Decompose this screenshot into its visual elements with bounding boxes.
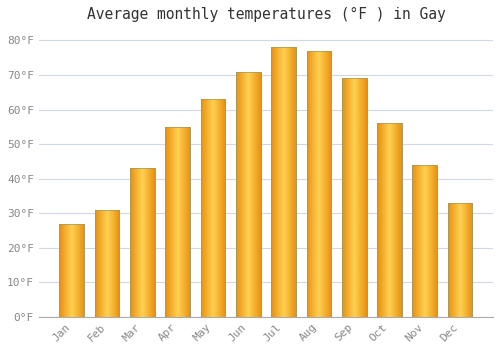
Bar <box>200 99 226 317</box>
Bar <box>412 165 437 317</box>
Bar <box>412 165 437 317</box>
Bar <box>94 210 120 317</box>
Bar <box>377 123 402 317</box>
Bar <box>166 127 190 317</box>
Bar <box>448 203 472 317</box>
Bar <box>60 224 84 317</box>
Bar <box>166 127 190 317</box>
Bar <box>306 51 331 317</box>
Bar <box>236 71 260 317</box>
Bar <box>200 99 226 317</box>
Title: Average monthly temperatures (°F ) in Gay: Average monthly temperatures (°F ) in Ga… <box>86 7 446 22</box>
Bar <box>130 168 155 317</box>
Bar <box>94 210 120 317</box>
Bar <box>271 47 296 317</box>
Bar <box>448 203 472 317</box>
Bar <box>377 123 402 317</box>
Bar <box>60 224 84 317</box>
Bar <box>271 47 296 317</box>
Bar <box>306 51 331 317</box>
Bar <box>342 78 366 317</box>
Bar <box>236 71 260 317</box>
Bar <box>130 168 155 317</box>
Bar <box>342 78 366 317</box>
